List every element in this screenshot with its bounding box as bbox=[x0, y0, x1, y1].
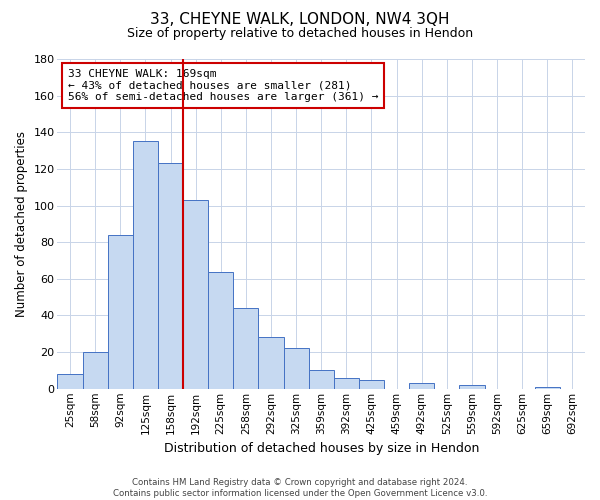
Bar bbox=[58, 374, 83, 389]
Bar bbox=[233, 308, 259, 389]
Bar bbox=[308, 370, 334, 389]
X-axis label: Distribution of detached houses by size in Hendon: Distribution of detached houses by size … bbox=[164, 442, 479, 455]
Text: 33, CHEYNE WALK, LONDON, NW4 3QH: 33, CHEYNE WALK, LONDON, NW4 3QH bbox=[150, 12, 450, 28]
Bar bbox=[83, 352, 108, 389]
Bar bbox=[208, 272, 233, 389]
Bar bbox=[334, 378, 359, 389]
Bar bbox=[108, 235, 133, 389]
Text: Contains HM Land Registry data © Crown copyright and database right 2024.
Contai: Contains HM Land Registry data © Crown c… bbox=[113, 478, 487, 498]
Bar bbox=[133, 142, 158, 389]
Bar bbox=[535, 387, 560, 389]
Bar bbox=[359, 380, 384, 389]
Y-axis label: Number of detached properties: Number of detached properties bbox=[15, 131, 28, 317]
Text: Size of property relative to detached houses in Hendon: Size of property relative to detached ho… bbox=[127, 28, 473, 40]
Bar bbox=[259, 338, 284, 389]
Bar bbox=[409, 384, 434, 389]
Bar bbox=[284, 348, 308, 389]
Bar bbox=[158, 164, 183, 389]
Bar bbox=[460, 385, 485, 389]
Text: 33 CHEYNE WALK: 169sqm
← 43% of detached houses are smaller (281)
56% of semi-de: 33 CHEYNE WALK: 169sqm ← 43% of detached… bbox=[68, 69, 379, 102]
Bar bbox=[183, 200, 208, 389]
